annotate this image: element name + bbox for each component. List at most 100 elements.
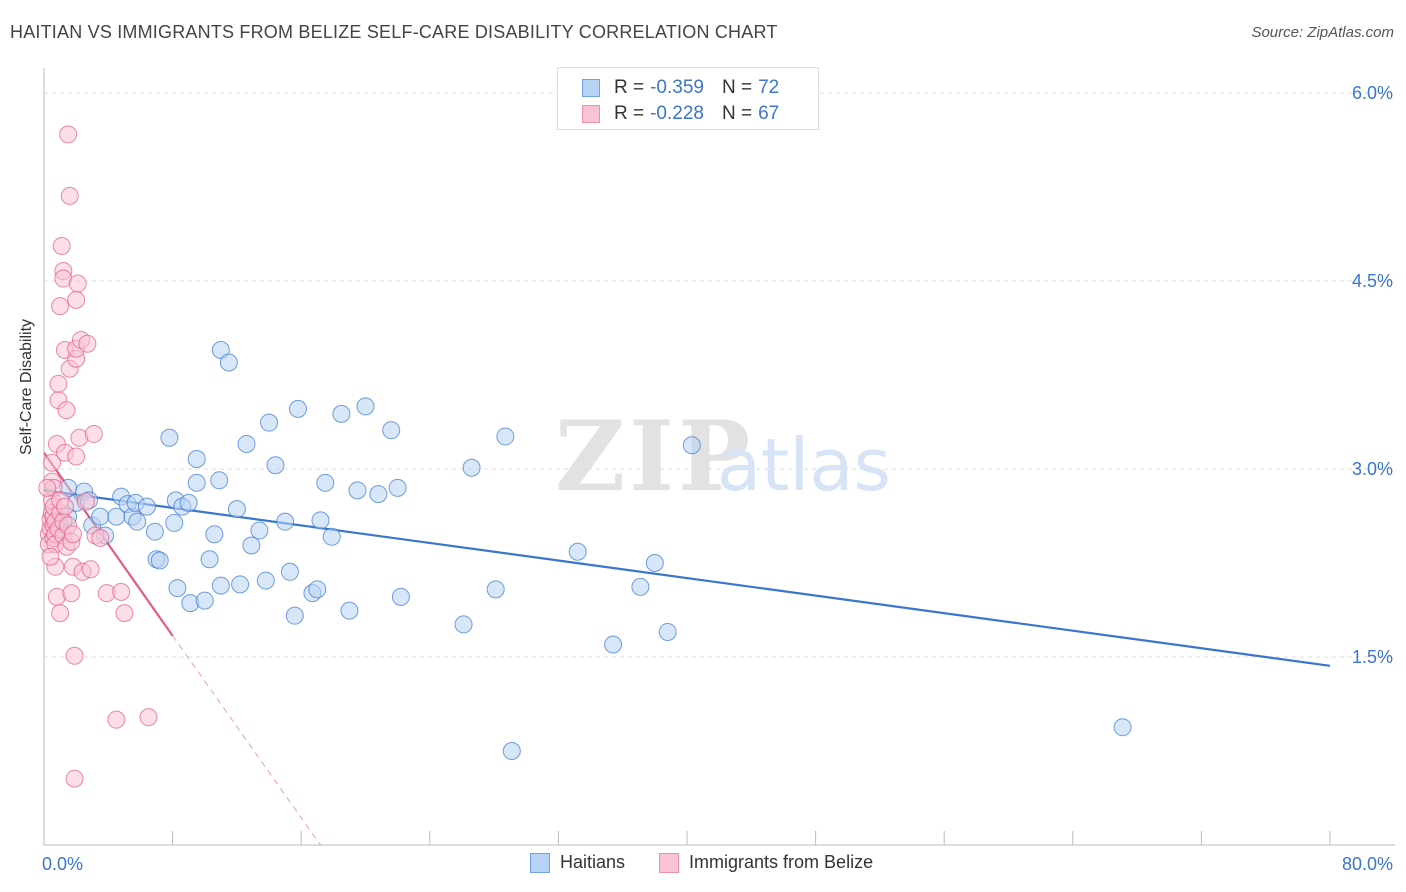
haitian-point [211, 576, 230, 595]
haitian-point [128, 512, 147, 531]
y-tick-label: 6.0% [1352, 83, 1393, 103]
legend-item-belize[interactable]: Immigrants from Belize [659, 852, 873, 873]
haitian-point [280, 562, 299, 581]
haitian-point [322, 527, 341, 546]
haitian-point [631, 577, 650, 596]
y-tick-label: 1.5% [1352, 647, 1393, 667]
haitian-point [237, 434, 256, 453]
n-label: N = [721, 77, 753, 98]
haitian-point [658, 622, 677, 641]
haitian-point [91, 507, 110, 526]
belize-point [115, 604, 134, 623]
haitian-point [145, 522, 164, 541]
legend-item-haitians[interactable]: Haitians [530, 852, 625, 873]
belize-point [49, 374, 68, 393]
haitian-point [195, 591, 214, 610]
r-label: R = [614, 103, 645, 124]
belize-point [60, 186, 79, 205]
legend-label: Immigrants from Belize [689, 852, 874, 872]
haitian-point [348, 481, 367, 500]
haitian-point [388, 478, 407, 497]
haitian-point [266, 456, 285, 475]
belize-trend-extension [172, 635, 321, 846]
y-tick-label: 3.0% [1352, 459, 1393, 479]
haitian-point [454, 615, 473, 634]
belize-point [62, 584, 81, 603]
haitian-point [256, 571, 275, 590]
haitian-point [332, 404, 351, 423]
haitian-point [316, 473, 335, 492]
haitian-point [276, 512, 295, 531]
belize-point [65, 769, 84, 788]
axes [43, 68, 1395, 846]
haitian-point [502, 742, 521, 761]
haitians-trend-line [43, 489, 1331, 667]
n-label: N = [721, 103, 753, 124]
belize-point [63, 525, 82, 544]
haitian-point [356, 397, 375, 416]
x-tick-label: 0.0% [42, 854, 83, 874]
haitian-point [160, 428, 179, 447]
haitian-point [308, 580, 327, 599]
belize-point [112, 582, 131, 601]
belize-point [76, 492, 95, 511]
haitian-point [187, 450, 206, 469]
haitian-point [391, 587, 410, 606]
stats-legend: R = -0.359 N = 72 R = -0.228 N = 67 [557, 67, 819, 130]
haitian-point [150, 551, 169, 570]
belize-point [43, 453, 62, 472]
belize-point [59, 125, 78, 144]
haitian-point [682, 436, 701, 455]
belize-point [41, 547, 60, 566]
haitian-point [1113, 718, 1132, 737]
haitian-point [568, 542, 587, 561]
belize-swatch [582, 105, 600, 123]
haitian-point [168, 579, 187, 598]
y-tick-label: 4.5% [1352, 271, 1393, 291]
belize-point [67, 447, 86, 466]
haitian-point [340, 601, 359, 620]
haitian-point [311, 511, 330, 530]
legend-label: Haitians [560, 852, 626, 872]
belize-point [84, 424, 103, 443]
belize-legend-swatch [659, 852, 680, 873]
chart-title: HAITIAN VS IMMIGRANTS FROM BELIZE SELF-C… [10, 22, 778, 42]
haitian-point [219, 353, 238, 372]
stats-legend-row-haitians: R = -0.359 N = 72 [582, 76, 779, 100]
haitian-point [200, 550, 219, 569]
haitian-point [250, 521, 269, 540]
y-axis-label: Self-Care Disability [18, 318, 35, 455]
haitians-swatch [582, 79, 600, 97]
haitian-point [369, 485, 388, 504]
r-value: -0.228 [650, 103, 704, 124]
data-points [38, 125, 1132, 788]
watermark-zip: ZIP [555, 400, 754, 513]
haitian-point [604, 635, 623, 654]
haitian-point [285, 606, 304, 625]
r-value: -0.359 [650, 77, 704, 98]
belize-point [57, 401, 76, 420]
belize-point [107, 710, 126, 729]
haitian-point [231, 575, 250, 594]
source-credit: Source: ZipAtlas.com [1251, 24, 1394, 41]
stats-legend-row-belize: R = -0.228 N = 67 [582, 102, 779, 126]
belize-point [78, 334, 97, 353]
haitian-point [187, 473, 206, 492]
belize-point [91, 528, 110, 547]
belize-point [68, 274, 87, 293]
r-label: R = [614, 77, 645, 98]
haitian-point [210, 471, 229, 490]
belize-point [139, 708, 158, 727]
belize-point [67, 290, 86, 309]
haitian-point [242, 536, 261, 555]
haitian-point [288, 399, 307, 418]
haitian-point [462, 458, 481, 477]
haitian-point [137, 497, 156, 516]
belize-point [65, 646, 84, 665]
haitian-point [205, 525, 224, 544]
haitian-point [165, 513, 184, 532]
tick-labels: 1.5% 3.0% 4.5% 6.0% 0.0% 80.0% [42, 83, 1393, 874]
haitian-point [179, 493, 198, 512]
n-value: 72 [758, 77, 780, 98]
